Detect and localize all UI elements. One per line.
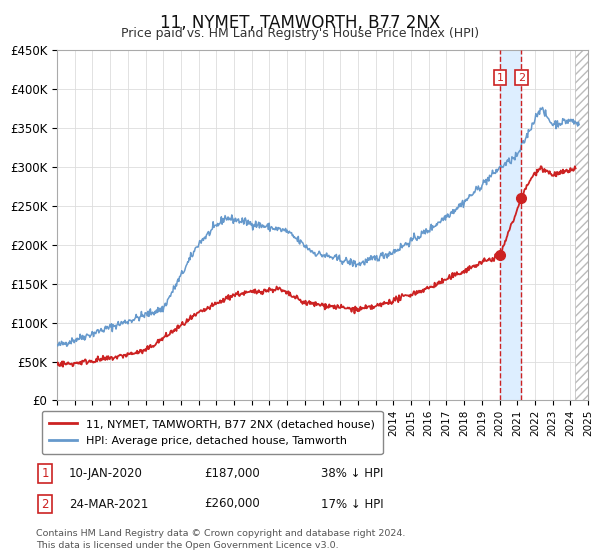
Text: 11, NYMET, TAMWORTH, B77 2NX: 11, NYMET, TAMWORTH, B77 2NX [160,14,440,32]
Text: 1: 1 [41,466,49,480]
Text: 10-JAN-2020: 10-JAN-2020 [69,466,143,480]
Text: 17% ↓ HPI: 17% ↓ HPI [321,497,383,511]
Text: 2: 2 [518,73,525,83]
Bar [575,50,588,400]
Legend: 11, NYMET, TAMWORTH, B77 2NX (detached house), HPI: Average price, detached hous: 11, NYMET, TAMWORTH, B77 2NX (detached h… [41,411,383,454]
Bar [500,50,521,400]
Text: 2: 2 [41,497,49,511]
Text: £260,000: £260,000 [204,497,260,511]
Text: Price paid vs. HM Land Registry's House Price Index (HPI): Price paid vs. HM Land Registry's House … [121,27,479,40]
Text: 38% ↓ HPI: 38% ↓ HPI [321,466,383,480]
Text: £187,000: £187,000 [204,466,260,480]
Text: 24-MAR-2021: 24-MAR-2021 [69,497,148,511]
Text: Contains HM Land Registry data © Crown copyright and database right 2024.
This d: Contains HM Land Registry data © Crown c… [36,529,406,550]
Bar [575,50,588,400]
Text: 1: 1 [497,73,503,83]
